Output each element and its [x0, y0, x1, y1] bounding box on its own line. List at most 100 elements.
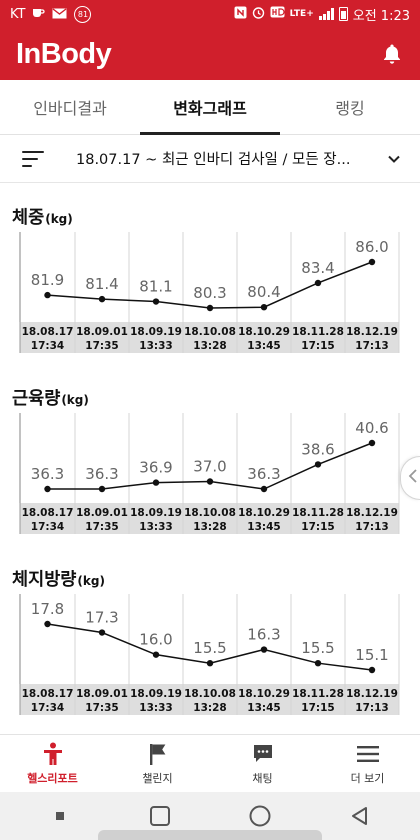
date-label: 18.10.29 [238, 688, 290, 700]
date-label: 18.12.19 [346, 507, 398, 519]
nfc-icon [234, 6, 247, 23]
time-label: 17:35 [85, 702, 118, 714]
body-fat-title: 체지방량(kg) [12, 570, 105, 590]
data-point [206, 478, 214, 485]
app-header: InBody [0, 28, 420, 80]
data-point [314, 279, 322, 287]
time-label: 17:34 [31, 702, 64, 714]
gesture-pill[interactable] [98, 830, 322, 840]
tab-change-graph[interactable]: 변화그래프 [140, 80, 280, 135]
mail-icon [52, 7, 67, 21]
home-circle-icon[interactable] [240, 796, 280, 836]
value-label: 81.1 [139, 278, 172, 296]
value-label: 15.5 [193, 639, 226, 657]
time-label: 17:13 [355, 521, 388, 533]
body-fat-chart: 17.8 18.08.17 17:34 17.3 18.09.01 17:35 16.0 18… [19, 594, 400, 715]
time-label: 13:33 [139, 521, 172, 533]
data-point [152, 479, 160, 486]
date-label: 18.09.19 [130, 507, 182, 519]
body-fat-section: 체지방량(kg) 17.8 18.08.17 17:34 17.3 18.09.01 17… [0, 548, 420, 720]
value-label: 40.6 [355, 419, 388, 437]
value-label: 81.4 [85, 275, 118, 293]
recent-apps-icon[interactable] [40, 796, 80, 836]
value-label: 86.0 [355, 238, 388, 256]
hd-icon [270, 6, 285, 22]
value-label: 81.9 [31, 271, 64, 289]
data-point [98, 485, 106, 493]
data-point [260, 303, 268, 311]
overview-square-icon[interactable] [140, 796, 180, 836]
date-label: 18.12.19 [346, 688, 398, 700]
data-point [206, 304, 214, 312]
value-label: 15.1 [355, 646, 388, 664]
data-point [260, 646, 268, 653]
time-label: 13:45 [247, 340, 280, 352]
inbody-logo: InBody [16, 37, 112, 70]
time-label: 17:15 [301, 340, 334, 352]
data-point [368, 666, 376, 674]
date-range-text: 18.07.17 ~ 최근 인바디 검사일 / 모든 장... [76, 152, 351, 168]
data-point [260, 485, 268, 493]
date-range-filter[interactable]: 18.07.17 ~ 최근 인바디 검사일 / 모든 장... [0, 135, 420, 183]
weight-chart: 81.9 18.08.17 17:34 81.4 18.09.01 17:35 81.1 18… [19, 232, 400, 353]
nav-more[interactable]: 더 보기 [315, 735, 420, 792]
data-point [368, 258, 376, 266]
time-label: 17:15 [301, 702, 334, 714]
date-label: 18.09.01 [76, 688, 128, 700]
battery-icon [338, 7, 348, 21]
data-point [206, 659, 214, 667]
date-label: 18.09.01 [76, 326, 128, 338]
time-label: 13:33 [139, 702, 172, 714]
date-label: 18.10.29 [238, 326, 290, 338]
date-label: 18.10.29 [238, 507, 290, 519]
nav-challenge[interactable]: 챌린지 [105, 735, 210, 792]
time-label: 17:35 [85, 340, 118, 352]
value-label: 16.0 [139, 631, 172, 649]
date-label: 18.08.17 [22, 326, 74, 338]
tab-inbody-result[interactable]: 인바디결과 [33, 99, 107, 118]
tab-ranking[interactable]: 랭킹 [335, 99, 365, 118]
date-label: 18.09.19 [130, 688, 182, 700]
data-point [44, 620, 51, 628]
nav-chat[interactable]: 채팅 [210, 735, 315, 792]
muscle-chart: 36.3 18.08.17 17:34 36.3 18.09.01 17:35 36.9 18… [19, 413, 400, 534]
data-point [152, 651, 160, 658]
back-triangle-icon[interactable] [340, 796, 380, 836]
time-label: 17:34 [31, 521, 64, 533]
time-label: 17:35 [85, 521, 118, 533]
alarm-icon [252, 6, 265, 23]
nav-health-report[interactable]: 헬스리포트 [0, 735, 105, 792]
chat-icon [251, 742, 275, 766]
data-point [314, 659, 322, 667]
network-type: LTE+ [289, 9, 314, 19]
chevron-left-icon [408, 468, 418, 488]
carrier-label: KT [10, 6, 26, 22]
value-label: 36.3 [31, 465, 64, 483]
nav-more-label: 더 보기 [350, 771, 385, 785]
filter-icon[interactable] [22, 150, 44, 167]
data-point [368, 439, 376, 447]
date-label: 18.11.28 [292, 326, 344, 338]
time-label: 17:34 [31, 340, 64, 352]
date-label: 18.10.08 [184, 507, 236, 519]
bell-icon[interactable] [380, 42, 404, 66]
status-bar: KT 81 LTE+ 오전 1:23 [0, 0, 420, 28]
nav-chat-label: 채팅 [252, 771, 273, 785]
chevron-down-icon[interactable] [386, 151, 402, 167]
value-label: 37.0 [193, 458, 226, 476]
date-label: 18.10.08 [184, 326, 236, 338]
value-label: 83.4 [301, 259, 334, 277]
value-label: 36.9 [139, 459, 172, 477]
date-band [20, 503, 399, 534]
value-label: 16.3 [247, 626, 280, 644]
muscle-title: 근육량(kg) [12, 389, 89, 409]
weight-title: 체중(kg) [12, 208, 73, 228]
value-label: 80.4 [247, 283, 280, 301]
coffee-icon [32, 7, 46, 21]
nav-health-report-label: 헬스리포트 [27, 771, 78, 785]
person-icon [41, 742, 65, 766]
time-label: 13:45 [247, 521, 280, 533]
time-label: 13:28 [193, 340, 226, 352]
date-label: 18.09.19 [130, 326, 182, 338]
data-point [314, 461, 322, 468]
